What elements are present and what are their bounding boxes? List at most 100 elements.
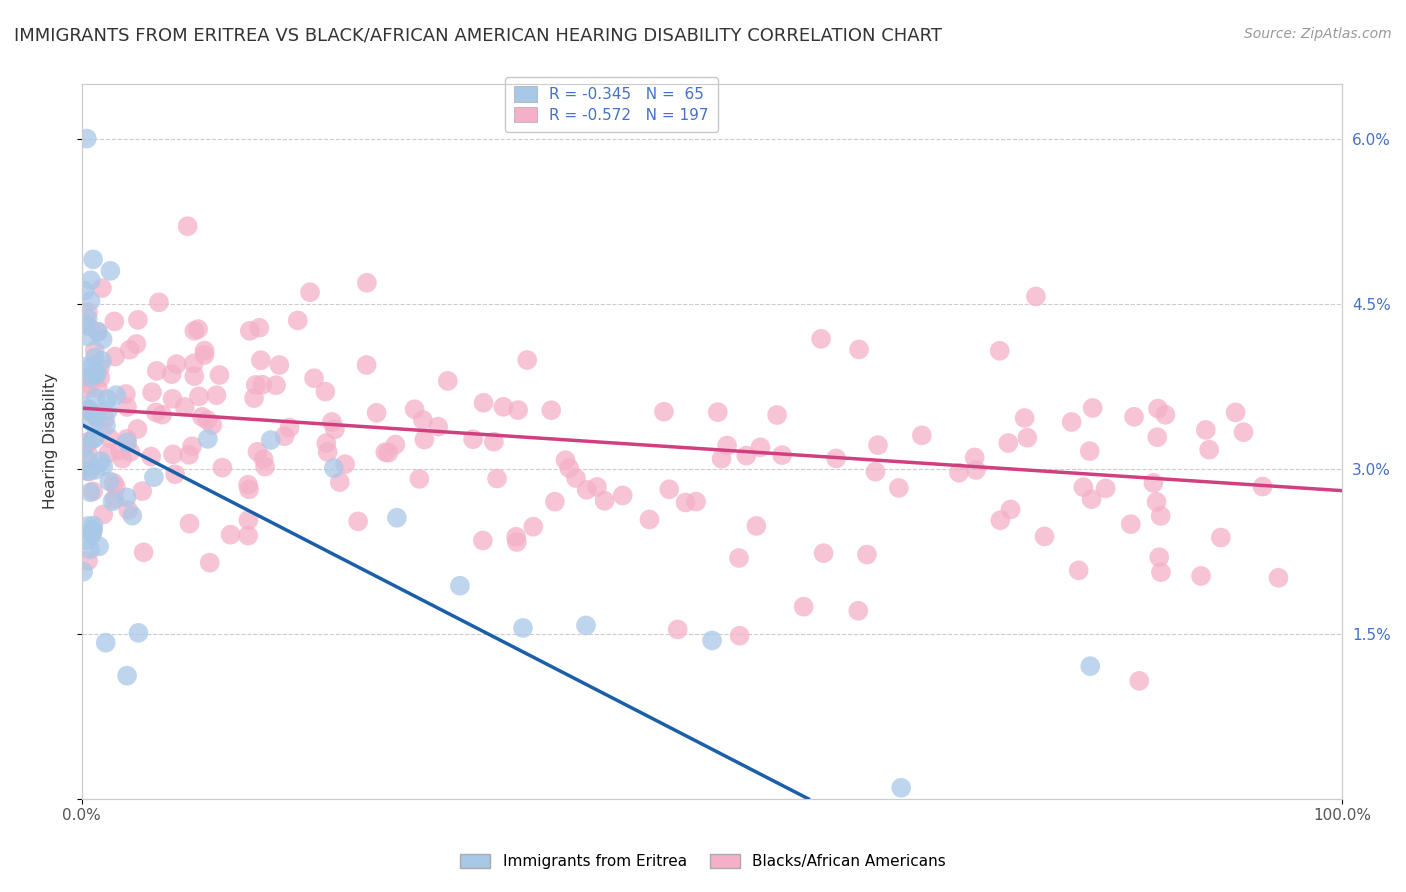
Point	[329, 475, 352, 489]
Point	[1198, 442, 1220, 457]
Point	[728, 551, 751, 566]
Point	[80, 415, 103, 429]
Point	[77, 305, 100, 319]
Point	[91, 459, 114, 474]
Point	[322, 461, 344, 475]
Point	[195, 413, 218, 427]
Point	[412, 413, 434, 427]
Point	[413, 433, 436, 447]
Point	[82, 484, 104, 499]
Point	[506, 403, 529, 417]
Point	[813, 546, 835, 560]
Point	[1025, 289, 1047, 303]
Point	[179, 516, 201, 531]
Point	[666, 623, 689, 637]
Point	[1150, 565, 1173, 579]
Point	[77, 447, 100, 461]
Point	[333, 457, 356, 471]
Point	[1081, 401, 1104, 415]
Point	[1014, 411, 1036, 425]
Point	[91, 508, 114, 522]
Point	[250, 353, 273, 368]
Point	[84, 391, 107, 405]
Point	[575, 618, 598, 632]
Point	[90, 454, 112, 468]
Point	[127, 313, 149, 327]
Point	[247, 320, 270, 334]
Point	[148, 295, 170, 310]
Point	[89, 370, 111, 384]
Point	[77, 465, 100, 479]
Point	[115, 668, 138, 682]
Point	[516, 353, 538, 368]
Point	[208, 368, 231, 382]
Point	[115, 491, 138, 505]
Point	[492, 400, 515, 414]
Point	[554, 453, 576, 467]
Point	[193, 348, 215, 362]
Point	[115, 387, 138, 401]
Point	[565, 471, 588, 485]
Point	[87, 325, 110, 339]
Point	[1251, 479, 1274, 493]
Point	[735, 449, 758, 463]
Point	[997, 436, 1019, 450]
Point	[1094, 482, 1116, 496]
Point	[77, 329, 100, 343]
Point	[79, 542, 101, 557]
Point	[205, 388, 228, 402]
Point	[260, 433, 283, 447]
Point	[177, 448, 200, 462]
Point	[77, 435, 100, 450]
Point	[273, 429, 295, 443]
Point	[321, 415, 343, 429]
Point	[278, 420, 301, 434]
Point	[183, 356, 205, 370]
Point	[103, 491, 125, 506]
Point	[98, 264, 121, 278]
Point	[115, 435, 138, 450]
Point	[810, 332, 832, 346]
Point	[77, 382, 100, 396]
Point	[94, 636, 117, 650]
Point	[366, 406, 388, 420]
Point	[1209, 531, 1232, 545]
Text: Source: ZipAtlas.com: Source: ZipAtlas.com	[1244, 27, 1392, 41]
Point	[323, 422, 346, 436]
Point	[111, 451, 134, 466]
Point	[745, 519, 768, 533]
Point	[82, 524, 104, 539]
Point	[187, 322, 209, 336]
Point	[1225, 405, 1247, 419]
Point	[75, 533, 97, 548]
Point	[1142, 475, 1164, 490]
Point	[76, 464, 98, 478]
Point	[385, 510, 408, 524]
Point	[160, 367, 183, 381]
Point	[72, 399, 94, 413]
Point	[97, 446, 120, 460]
Point	[145, 405, 167, 419]
Point	[486, 471, 509, 485]
Point	[540, 403, 562, 417]
Point	[436, 374, 458, 388]
Point	[236, 528, 259, 542]
Point	[80, 528, 103, 542]
Point	[1154, 408, 1177, 422]
Point	[558, 461, 581, 475]
Point	[77, 519, 100, 533]
Point	[356, 276, 378, 290]
Point	[1195, 423, 1218, 437]
Point	[377, 446, 399, 460]
Point	[72, 565, 94, 579]
Point	[150, 408, 173, 422]
Point	[269, 358, 291, 372]
Point	[243, 391, 266, 405]
Point	[1146, 495, 1168, 509]
Point	[1080, 492, 1102, 507]
Point	[73, 284, 96, 298]
Point	[544, 494, 567, 508]
Point	[79, 370, 101, 384]
Point	[103, 475, 125, 490]
Point	[846, 604, 869, 618]
